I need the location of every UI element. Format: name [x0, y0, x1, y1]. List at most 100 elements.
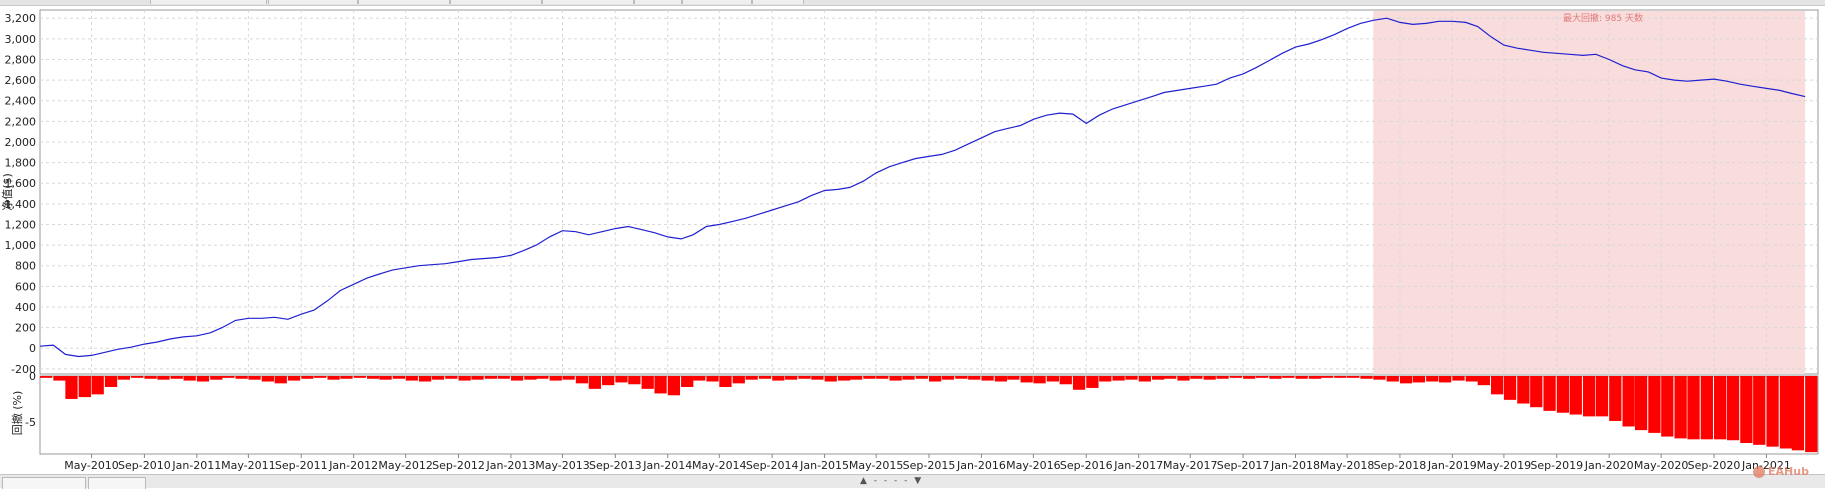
- drawdown-bar: [379, 376, 392, 380]
- drawdown-bar: [484, 376, 497, 379]
- dd-y-tick-label: 0: [29, 370, 36, 383]
- drawdown-bar: [732, 376, 745, 384]
- drawdown-bar: [876, 376, 889, 379]
- drawdown-bar: [849, 376, 863, 380]
- drawdown-bar: [1726, 376, 1740, 441]
- drawdown-bar: [1347, 376, 1360, 378]
- drawdown-bar: [497, 376, 510, 379]
- top-tab[interactable]: [268, 0, 358, 4]
- x-tick-label: May-2011: [221, 459, 276, 472]
- drawdown-bar: [287, 376, 301, 381]
- top-tab[interactable]: [634, 0, 682, 4]
- drawdown-bar: [144, 376, 157, 379]
- drawdown-bar: [1308, 376, 1322, 379]
- drawdown-bar: [1360, 376, 1373, 379]
- drawdown-bar: [1634, 376, 1648, 431]
- drawdown-bar: [235, 376, 248, 379]
- top-tab[interactable]: [150, 0, 267, 4]
- y-tick-label: 2,600: [5, 74, 37, 87]
- drawdown-bar: [1190, 376, 1203, 379]
- drawdown-bar: [1766, 376, 1779, 447]
- x-tick-label: Jan-2020: [1584, 459, 1634, 472]
- top-tab[interactable]: [450, 0, 542, 4]
- drawdown-bar: [1569, 376, 1582, 415]
- drawdown-bar: [314, 376, 327, 378]
- x-tick-label: Sep-2010: [118, 459, 171, 472]
- y-tick-label: 3,200: [5, 12, 37, 25]
- drawdown-bar: [510, 376, 524, 381]
- x-tick-label: Sep-2016: [1060, 459, 1113, 472]
- drawdown-bar: [431, 376, 445, 380]
- drawdown-bar: [772, 376, 785, 381]
- drawdown-bar: [91, 376, 104, 395]
- drawdown-bar: [758, 376, 772, 379]
- drawdown-bar: [1687, 376, 1700, 440]
- drawdown-bar: [1373, 376, 1386, 380]
- drawdown-bar: [117, 376, 131, 380]
- drawdown-bar: [837, 376, 851, 381]
- drawdown-bar: [1530, 376, 1543, 408]
- drawdown-bar: [1046, 376, 1060, 382]
- top-tab[interactable]: [358, 0, 450, 4]
- drawdown-bar: [811, 376, 824, 380]
- drawdown-bar: [340, 376, 353, 379]
- drawdown-bar: [471, 376, 484, 380]
- drawdown-bar: [706, 376, 719, 382]
- y-tick-label: 400: [15, 301, 36, 314]
- x-tick-label: Sep-2019: [1530, 459, 1583, 472]
- y-tick-label: 1,600: [5, 177, 37, 190]
- top-tab[interactable]: [682, 0, 752, 4]
- x-tick-label: May-2018: [1320, 459, 1375, 472]
- drawdown-bar: [1177, 376, 1190, 381]
- top-tab[interactable]: [752, 0, 804, 4]
- drawdown-bar: [1543, 376, 1556, 411]
- drawdown-bar: [798, 376, 811, 379]
- x-tick-label: May-2020: [1634, 459, 1689, 472]
- drawdown-bar: [1112, 376, 1125, 381]
- max-drawdown-annotation: 最大回撤: 985 天数: [1563, 12, 1643, 24]
- y-tick-label: 800: [15, 260, 36, 273]
- drawdown-bar: [458, 376, 471, 381]
- drawdown-bar: [628, 376, 641, 385]
- y-tick-label: 3,000: [5, 33, 37, 46]
- drawdown-bar: [549, 376, 562, 381]
- y-tick-label: 2,200: [5, 115, 37, 128]
- drawdown-bar: [1203, 376, 1216, 380]
- drawdown-bar: [785, 376, 798, 380]
- drawdown-bar: [615, 376, 628, 383]
- bottom-tab[interactable]: [2, 477, 86, 489]
- pane-splitter-handle[interactable]: ▲ - - - - ▼: [860, 476, 924, 486]
- drawdown-bar: [170, 376, 183, 379]
- top-tab[interactable]: [542, 0, 634, 4]
- drawdown-bar: [1164, 376, 1177, 379]
- drawdown-bar: [719, 376, 732, 388]
- equity-axis-label: 净值($): [0, 173, 14, 211]
- x-tick-label: May-2017: [1163, 459, 1218, 472]
- dd-y-tick-label: -5: [25, 416, 36, 429]
- y-tick-label: 1,800: [5, 157, 37, 170]
- y-tick-label: 1,200: [5, 218, 37, 231]
- drawdown-bar: [1412, 376, 1426, 383]
- drawdown-bar: [1399, 376, 1413, 384]
- x-tick-label: May-2015: [849, 459, 904, 472]
- drawdown-bar: [1282, 376, 1295, 378]
- drawdown-bar: [889, 376, 902, 381]
- drawdown-bar: [1243, 376, 1256, 379]
- drawdown-bar: [681, 376, 694, 388]
- bottom-tab[interactable]: [88, 477, 146, 489]
- x-tick-label: Jan-2016: [956, 459, 1006, 472]
- x-tick-label: May-2013: [535, 459, 590, 472]
- drawdown-bar: [902, 376, 915, 380]
- drawdown-bar: [1033, 376, 1046, 384]
- drawdown-bar: [65, 376, 78, 399]
- equity-line: [39, 17, 1806, 358]
- drawdown-bar: [1740, 376, 1753, 443]
- drawdown-bar: [1138, 376, 1151, 382]
- drawdown-bar: [327, 376, 340, 380]
- drawdown-bar: [981, 376, 994, 381]
- drawdown-bar: [248, 376, 261, 380]
- y-tick-label: 1,000: [5, 239, 37, 252]
- drawdown-bar: [1295, 376, 1308, 379]
- drawdown-bar: [824, 376, 837, 382]
- y-tick-label: -200: [11, 363, 36, 376]
